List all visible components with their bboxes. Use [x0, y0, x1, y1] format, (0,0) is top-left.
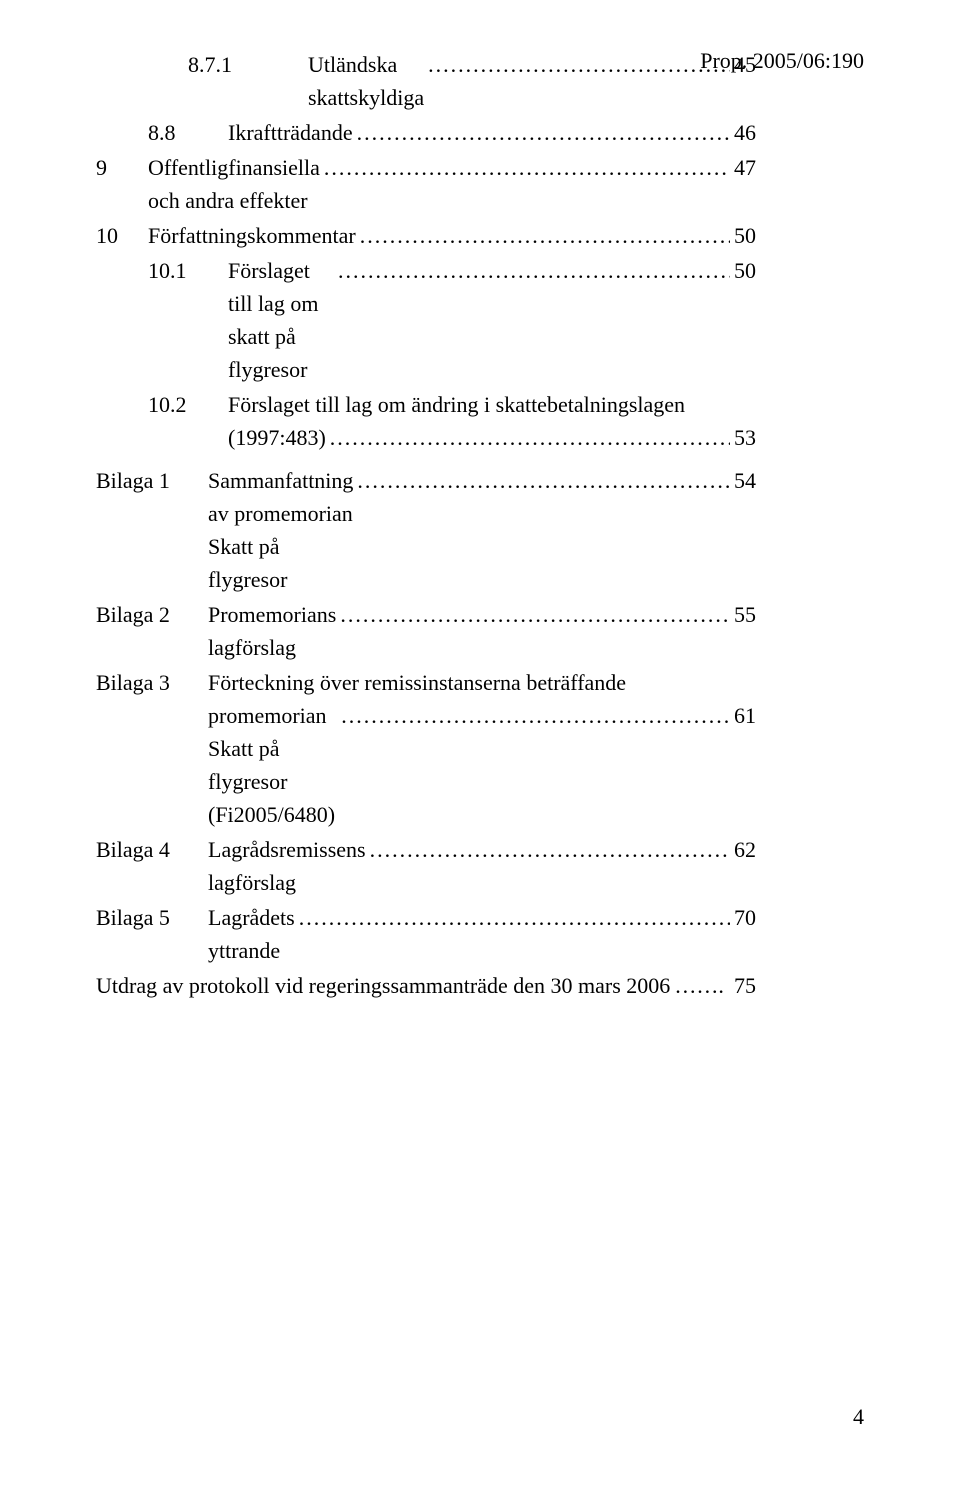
page-container: Prop. 2005/06:190 8.7.1Utländska skattsk…: [0, 0, 960, 1486]
toc-page: 61: [730, 699, 756, 732]
toc-title: Lagrådsremissens lagförslag.............…: [208, 833, 756, 899]
toc-title-line: Förteckning över remissinstanserna beträ…: [208, 666, 756, 699]
toc-page: 46: [730, 116, 756, 149]
toc-page: 55: [730, 598, 756, 631]
page-number: 4: [853, 1404, 864, 1430]
toc-title-text: Sammanfattning av promemorian Skatt på f…: [208, 464, 353, 596]
toc-bilaga-label: Bilaga 1: [96, 464, 208, 497]
toc-leader: ........................................…: [334, 254, 730, 287]
toc-title-text: Lagrådets yttrande: [208, 901, 295, 967]
toc-title-text: Författningskommentar: [148, 219, 356, 252]
toc-page: 47: [730, 151, 756, 184]
toc-page: 70: [730, 901, 756, 934]
toc-leader: ........................................…: [353, 464, 730, 497]
toc-leader: ........................................…: [320, 151, 730, 184]
toc-title-text: Ikraftträdande: [228, 116, 353, 149]
toc-bilaga-label: Bilaga 5: [96, 901, 208, 934]
toc-title: Ikraftträdande..........................…: [228, 116, 756, 149]
toc-leader: ........................................…: [356, 219, 730, 252]
toc-title: Förteckning över remissinstanserna beträ…: [208, 666, 756, 831]
toc-entry: Bilaga 4Lagrådsremissens lagförslag.....…: [96, 833, 756, 899]
table-of-contents: 8.7.1Utländska skattskyldiga............…: [96, 48, 756, 1002]
toc-leader: ........................................…: [424, 48, 730, 81]
toc-title-text: Promemorians lagförslag: [208, 598, 336, 664]
toc-title-line: (1997:483): [228, 421, 326, 454]
toc-leader: ........................................…: [366, 833, 730, 866]
toc-entry: Bilaga 1Sammanfattning av promemorian Sk…: [96, 464, 756, 596]
toc-title: Sammanfattning av promemorian Skatt på f…: [208, 464, 756, 596]
toc-page: 50: [730, 219, 756, 252]
toc-entry: 9Offentligfinansiella och andra effekter…: [96, 151, 756, 217]
toc-title: Promemorians lagförslag.................…: [208, 598, 756, 664]
toc-chapter-number: 9: [96, 151, 148, 184]
toc-leader: ........................................…: [326, 421, 730, 454]
toc-title-text: Lagrådsremissens lagförslag: [208, 833, 366, 899]
toc-section-number: 10.2: [148, 388, 228, 421]
toc-page: 54: [730, 464, 756, 497]
toc-leader: …….: [670, 969, 730, 1002]
toc-title-line: Förslaget till lag om ändring i skattebe…: [228, 388, 756, 421]
toc-leader: ........................................…: [353, 116, 730, 149]
toc-page: 50: [730, 254, 756, 287]
toc-title: Förslaget till lag om skatt på flygresor…: [228, 254, 756, 386]
toc-chapter-number: 10: [96, 219, 148, 252]
toc-section-number: 8.8: [148, 116, 228, 149]
toc-page: 62: [730, 833, 756, 866]
toc-entry: Utdrag av protokoll vid regeringssammant…: [96, 969, 756, 1002]
toc-title: Utländska skattskyldiga.................…: [308, 48, 756, 114]
toc-bilaga-label: Bilaga 2: [96, 598, 208, 631]
toc-title: Förslaget till lag om ändring i skattebe…: [228, 388, 756, 454]
toc-title-text: Utdrag av protokoll vid regeringssammant…: [96, 969, 670, 1002]
toc-entry: 8.7.1Utländska skattskyldiga............…: [96, 48, 756, 114]
document-reference: Prop. 2005/06:190: [700, 48, 864, 74]
toc-entry: Bilaga 3Förteckning över remissinstanser…: [96, 666, 756, 831]
toc-entry: 10.2Förslaget till lag om ändring i skat…: [96, 388, 756, 454]
toc-section-number: 8.7.1: [148, 48, 308, 81]
toc-section-number: 10.1: [148, 254, 228, 287]
toc-leader: ........................................…: [295, 901, 730, 934]
toc-leader: ........................................…: [337, 699, 730, 732]
toc-entry: 10Författningskommentar.................…: [96, 219, 756, 252]
toc-entry: 8.8Ikraftträdande.......................…: [96, 116, 756, 149]
toc-title: Utdrag av protokoll vid regeringssammant…: [96, 969, 756, 1002]
toc-bilaga-label: Bilaga 4: [96, 833, 208, 866]
toc-title-line: promemorian Skatt på flygresor (Fi2005/6…: [208, 699, 337, 831]
toc-title-text: Förslaget till lag om skatt på flygresor: [228, 254, 334, 386]
toc-entry: Bilaga 5Lagrådets yttrande..............…: [96, 901, 756, 967]
toc-title-text: Offentligfinansiella och andra effekter: [148, 151, 320, 217]
toc-entry: Bilaga 2Promemorians lagförslag.........…: [96, 598, 756, 664]
toc-page: 53: [730, 421, 756, 454]
toc-title: Offentligfinansiella och andra effekter.…: [148, 151, 756, 217]
toc-page: 75: [730, 969, 756, 1002]
toc-title: Författningskommentar...................…: [148, 219, 756, 252]
toc-title: Lagrådets yttrande......................…: [208, 901, 756, 967]
toc-bilaga-label: Bilaga 3: [96, 666, 208, 699]
toc-title-text: Utländska skattskyldiga: [308, 48, 424, 114]
toc-entry: 10.1Förslaget till lag om skatt på flygr…: [96, 254, 756, 386]
toc-leader: ........................................…: [336, 598, 730, 631]
